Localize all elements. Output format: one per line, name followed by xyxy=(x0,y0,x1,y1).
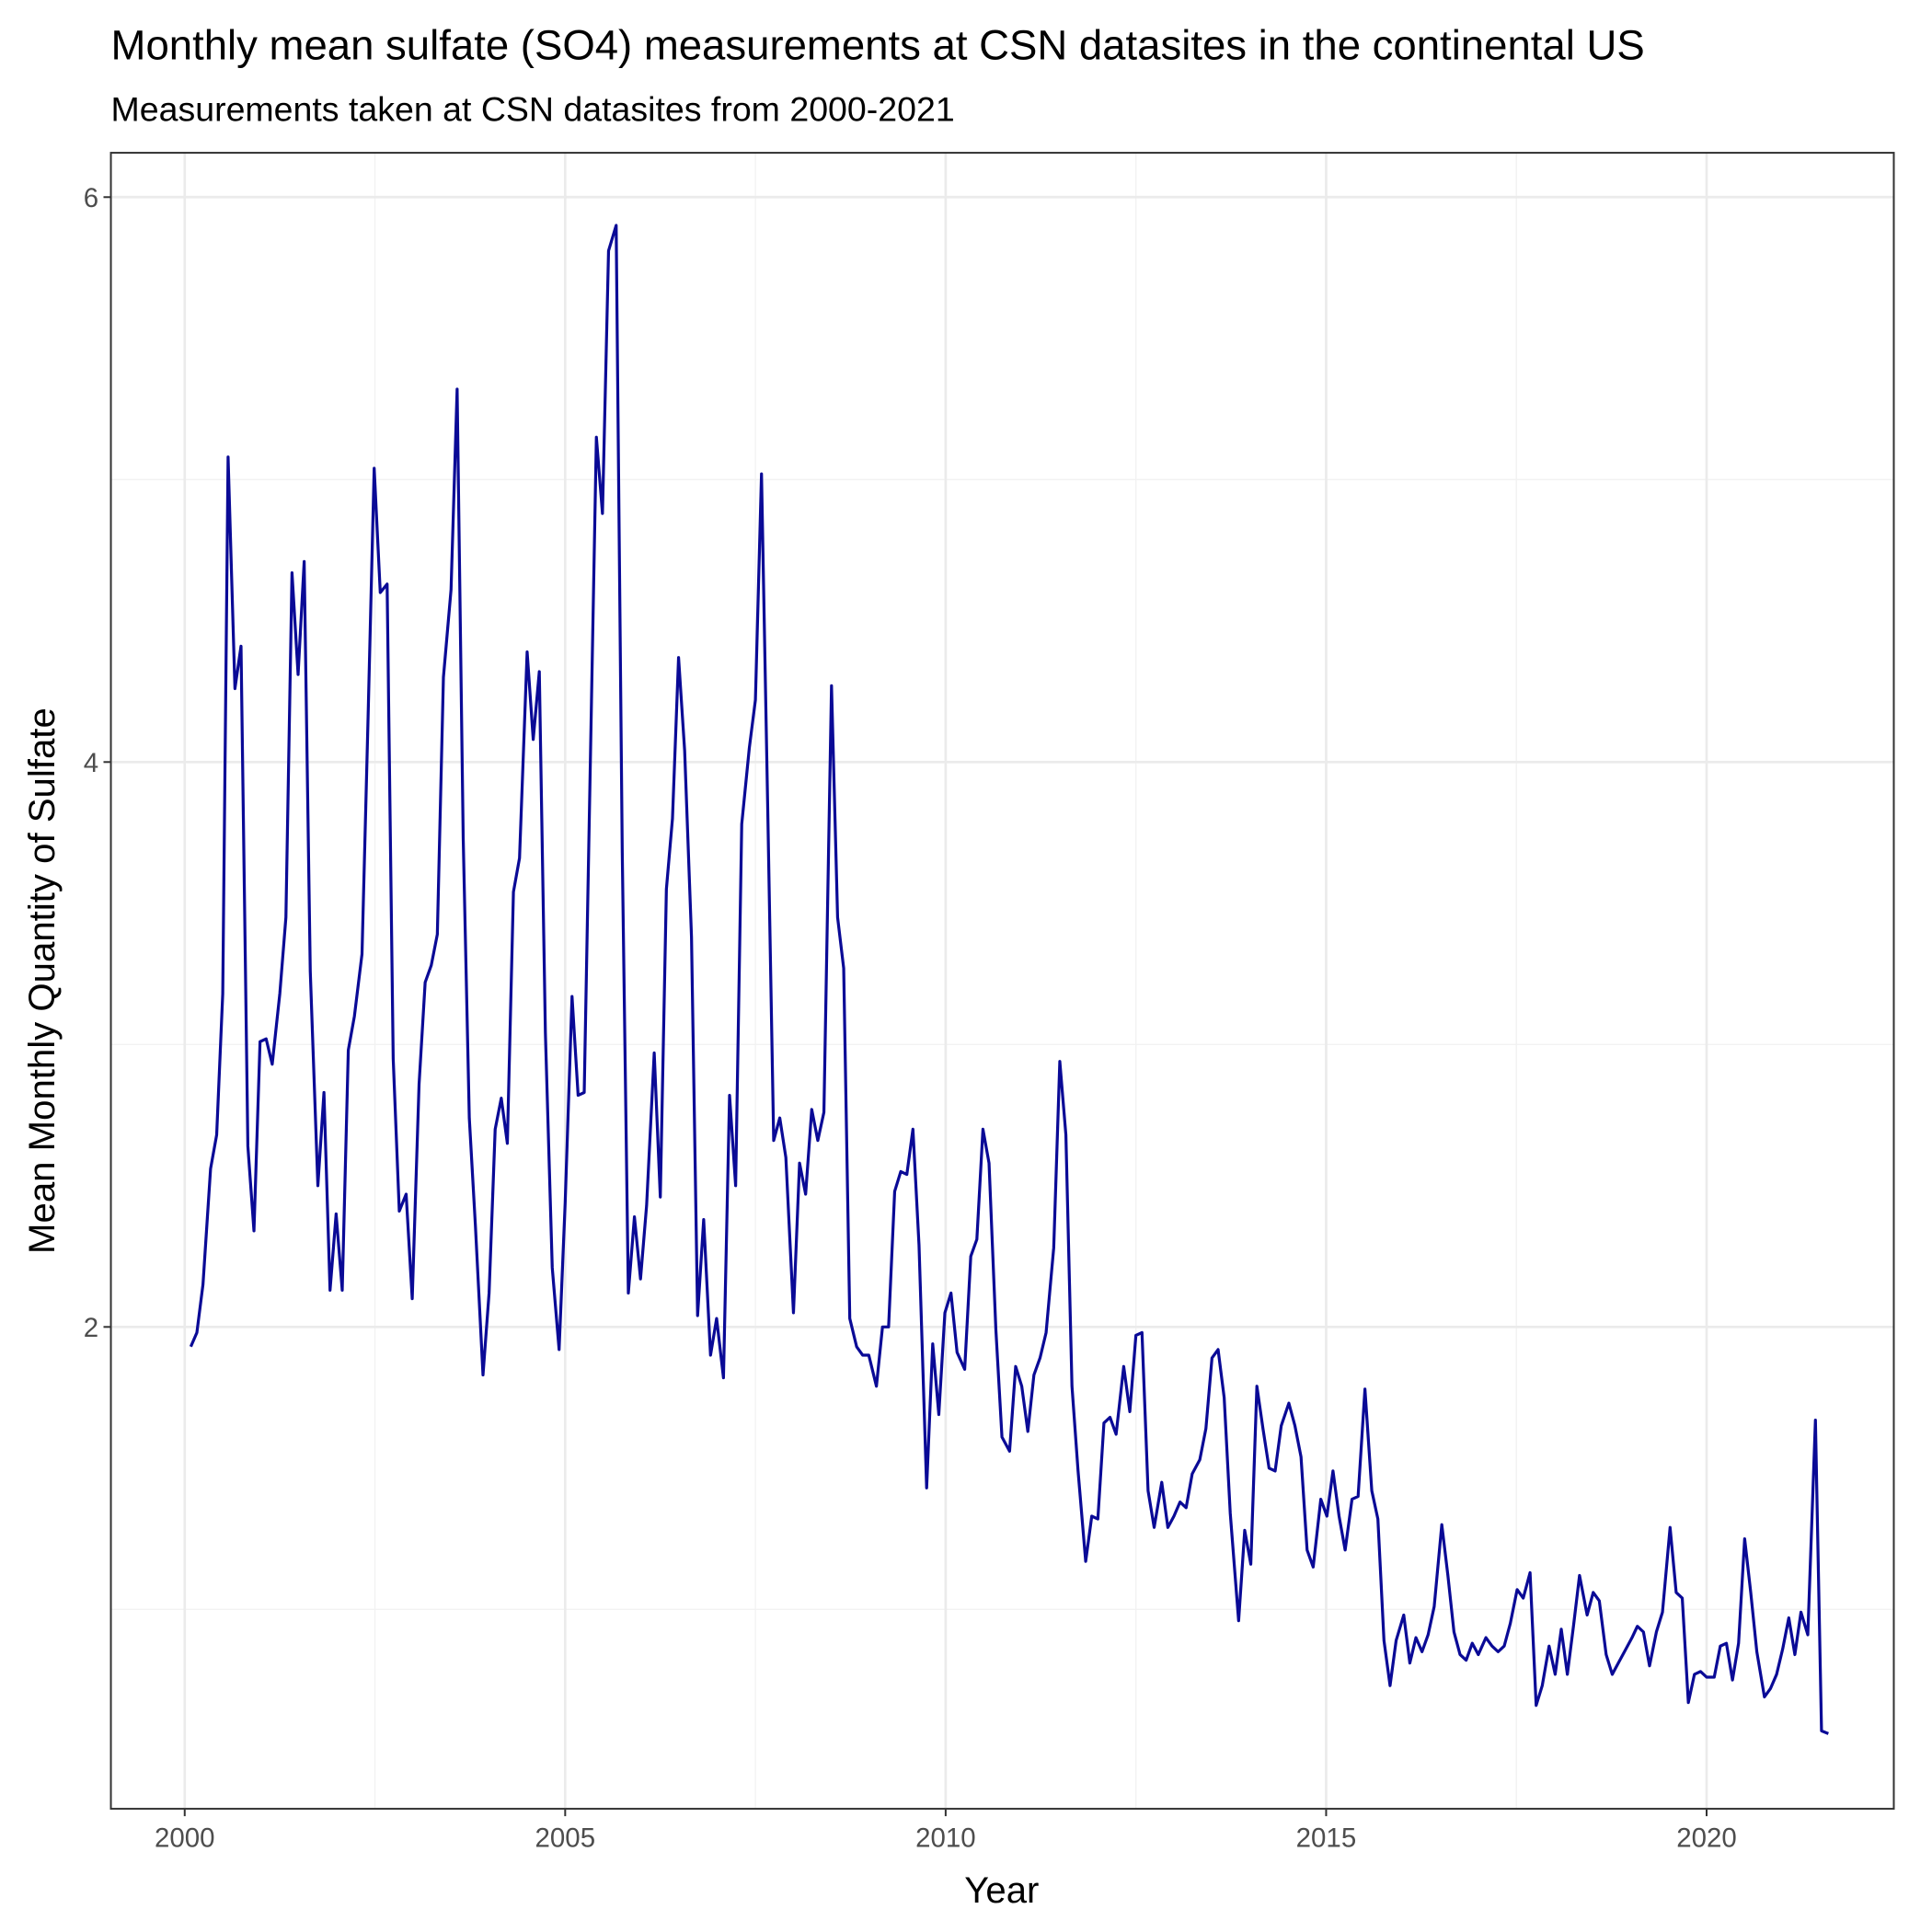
y-tick-label: 2 xyxy=(84,1313,98,1343)
x-tick-label: 2005 xyxy=(535,1823,596,1854)
x-tick-label: 2020 xyxy=(1676,1823,1737,1854)
chart-title: Monthly mean sulfate (SO4) measurements … xyxy=(111,21,1645,68)
x-tick-label: 2010 xyxy=(915,1823,976,1854)
y-tick-label: 6 xyxy=(84,183,98,213)
panel-border xyxy=(109,152,1895,1811)
x-axis-title: Year xyxy=(964,1869,1039,1911)
x-tick-label: 2000 xyxy=(155,1823,215,1854)
chart-subtitle: Measurements taken at CSN datasites from… xyxy=(111,89,955,128)
data-line xyxy=(189,224,1829,1735)
y-tick-label: 4 xyxy=(84,748,98,778)
y-axis-title: Mean Monthly Quantity of Sulfate xyxy=(21,707,63,1254)
x-tick-label: 2015 xyxy=(1296,1823,1357,1854)
